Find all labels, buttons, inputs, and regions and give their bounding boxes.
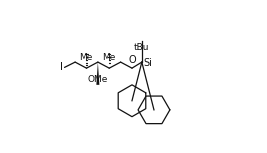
Text: Me: Me: [102, 53, 116, 62]
Text: O: O: [128, 55, 136, 65]
Text: Me: Me: [80, 53, 93, 62]
Text: OMe: OMe: [88, 75, 108, 84]
Text: I: I: [60, 62, 63, 72]
Text: Ph: Ph: [126, 99, 135, 105]
Polygon shape: [96, 62, 99, 85]
Text: Si: Si: [144, 58, 152, 68]
Text: tBu: tBu: [134, 43, 150, 52]
